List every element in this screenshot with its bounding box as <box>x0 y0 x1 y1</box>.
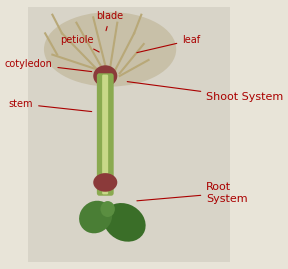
Text: stem: stem <box>9 99 92 112</box>
Text: Root
System: Root System <box>137 182 248 204</box>
Text: blade: blade <box>96 11 124 31</box>
Bar <box>28 7 230 262</box>
FancyBboxPatch shape <box>102 75 108 194</box>
Text: petiole: petiole <box>60 35 99 52</box>
Ellipse shape <box>93 173 117 192</box>
Ellipse shape <box>93 65 117 87</box>
Ellipse shape <box>101 201 115 217</box>
Ellipse shape <box>79 201 112 233</box>
FancyBboxPatch shape <box>97 73 114 196</box>
Ellipse shape <box>44 12 176 87</box>
Text: leaf: leaf <box>137 35 200 53</box>
Text: Shoot System: Shoot System <box>127 82 283 102</box>
Ellipse shape <box>103 203 146 242</box>
Text: cotyledon: cotyledon <box>5 59 92 72</box>
